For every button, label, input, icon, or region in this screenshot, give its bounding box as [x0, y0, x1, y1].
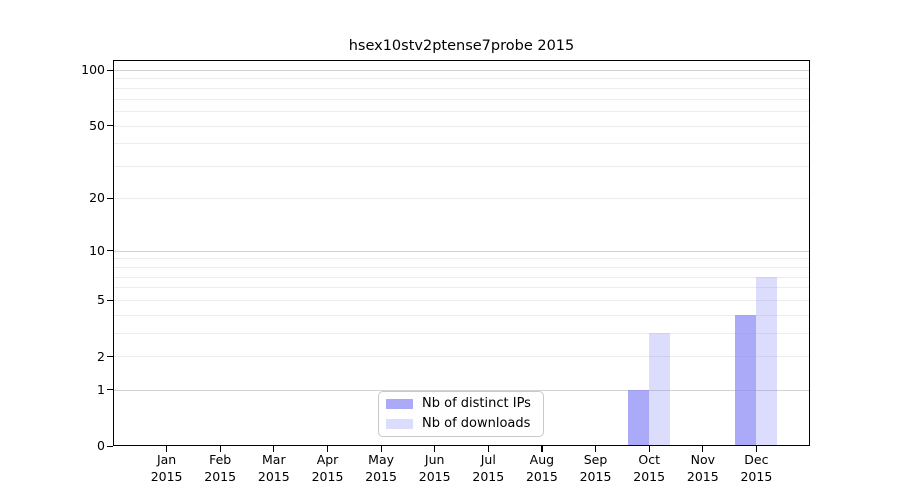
x-tick-mark [166, 446, 168, 452]
y-tick-mark [107, 299, 113, 301]
x-tick-label: Feb 2015 [192, 452, 248, 485]
x-tick-mark [755, 446, 758, 452]
gridline-minor [113, 88, 810, 89]
legend-item-distinct-ips: Nb of distinct IPs [386, 396, 543, 412]
x-tick-mark [434, 446, 436, 452]
bar-distinct-ips [735, 314, 757, 446]
gridline-minor [113, 300, 810, 301]
x-tick-label: Aug 2015 [514, 452, 570, 485]
x-tick-month: May [368, 452, 395, 467]
x-tick-label: Sep 2015 [568, 452, 624, 485]
gridline-minor [113, 126, 810, 127]
y-tick-mark [107, 250, 113, 252]
gridline-minor [113, 267, 810, 268]
y-tick-mark [107, 197, 113, 199]
gridline-minor [113, 333, 810, 334]
x-tick-label: Mar 2015 [246, 452, 302, 485]
gridline-minor [113, 287, 810, 288]
x-tick-label: Jun 2015 [407, 452, 463, 485]
x-tick-label: Dec 2015 [728, 452, 784, 485]
gridline-minor [113, 356, 810, 357]
x-tick-month: Dec [744, 452, 769, 467]
x-tick-month: Aug [529, 452, 555, 467]
legend-item-downloads: Nb of downloads [386, 416, 543, 432]
x-tick-month: Apr [316, 452, 339, 467]
x-tick-year: 2015 [204, 468, 237, 484]
x-tick-mark [702, 446, 704, 452]
gridline-minor [113, 166, 810, 167]
gridline-minor [113, 315, 810, 316]
x-tick-mark [273, 446, 275, 452]
x-tick-month: Feb [209, 452, 232, 467]
gridline-major [113, 70, 810, 71]
chart-title: hsex10stv2ptense7probe 2015 [348, 38, 575, 54]
x-tick-mark [219, 446, 221, 452]
x-tick-month: Jun [424, 452, 445, 467]
gridline-minor [113, 198, 810, 199]
gridline-minor [113, 277, 810, 278]
x-tick-label: Apr 2015 [300, 452, 356, 485]
x-tick-label: Nov 2015 [675, 452, 731, 485]
x-tick-month: Sep [583, 452, 608, 467]
y-tick-mark [107, 125, 113, 127]
legend-label-distinct-ips: Nb of distinct IPs [422, 396, 531, 411]
legend-swatch-distinct-ips [386, 399, 413, 409]
y-tick-label: 100 [81, 62, 105, 77]
legend-swatch-downloads [386, 419, 413, 429]
legend: Nb of distinct IPs Nb of downloads [378, 391, 544, 437]
bar-downloads [649, 333, 671, 446]
x-tick-year: 2015 [472, 468, 505, 484]
x-tick-year: 2015 [525, 468, 558, 484]
x-tick-label: Jan 2015 [139, 452, 195, 485]
x-tick-year: 2015 [150, 468, 183, 484]
gridline-minor [113, 99, 810, 100]
x-tick-year: 2015 [579, 468, 612, 484]
bar-downloads [756, 276, 778, 446]
y-tick-mark [107, 445, 113, 447]
x-tick-label: May 2015 [353, 452, 409, 485]
y-tick-label: 10 [89, 242, 105, 258]
y-tick-label: 2 [97, 348, 105, 364]
x-tick-mark [541, 446, 543, 452]
x-tick-month: Mar [262, 452, 286, 467]
gridline-minor [113, 111, 810, 112]
legend-label-downloads: Nb of downloads [422, 416, 531, 431]
x-tick-year: 2015 [365, 468, 397, 484]
bar-distinct-ips [628, 389, 650, 446]
x-tick-mark [487, 446, 489, 452]
x-tick-month: Oct [638, 452, 660, 467]
x-tick-mark [327, 446, 329, 452]
gridline-major [113, 251, 810, 252]
plot-area [113, 60, 810, 446]
x-tick-year: 2015 [633, 468, 666, 484]
x-tick-month: Nov [690, 452, 715, 467]
x-tick-month: Jan [156, 452, 177, 467]
x-tick-mark [380, 446, 382, 452]
x-tick-year: 2015 [311, 468, 344, 484]
gridline-major [113, 390, 810, 391]
x-tick-year: 2015 [418, 468, 451, 484]
y-tick-label: 0 [97, 438, 105, 453]
gridline-minor [113, 258, 810, 259]
y-tick-mark [107, 389, 113, 391]
y-tick-label: 50 [89, 117, 105, 133]
x-tick-year: 2015 [686, 468, 719, 484]
x-tick-label: Jul 2015 [460, 452, 516, 485]
x-tick-month: Jul [480, 452, 496, 467]
y-tick-label: 5 [97, 292, 105, 307]
x-tick-year: 2015 [740, 468, 773, 484]
x-tick-year: 2015 [257, 468, 290, 484]
x-tick-mark [648, 446, 650, 452]
gridline-minor [113, 143, 810, 144]
y-tick-mark [107, 69, 113, 71]
gridline-minor [113, 78, 810, 79]
y-tick-label: 1 [97, 381, 105, 397]
y-tick-mark [107, 356, 113, 358]
y-tick-label: 20 [89, 190, 105, 205]
x-tick-mark [595, 446, 597, 452]
x-tick-label: Oct 2015 [621, 452, 677, 485]
